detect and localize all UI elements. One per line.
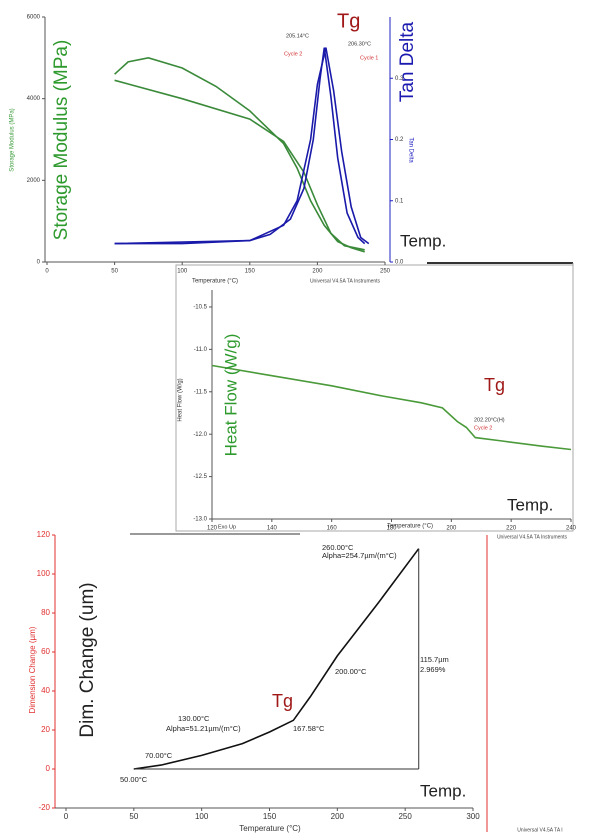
x-tick-label: 50	[129, 812, 138, 821]
x-tick-label: 0	[64, 812, 69, 821]
series-line	[114, 47, 366, 245]
y-tick-label: 20	[41, 725, 50, 734]
x-tick-label: 100	[195, 812, 209, 821]
y-tick-label: 2000	[27, 178, 41, 184]
annotation: 200.00°C	[335, 667, 367, 676]
x-tick-label: 160	[327, 526, 338, 532]
x-tick-label: 250	[380, 269, 391, 275]
x-tick-label: 50	[111, 269, 118, 275]
y-tick-label: -12.5	[193, 474, 207, 480]
callout: Temp.	[400, 231, 446, 250]
annotation: 50.00°C	[120, 775, 148, 784]
y-tick-label: 80	[41, 608, 50, 617]
annotation: 260.00°C	[322, 543, 354, 552]
y-tick-label: 0	[37, 260, 41, 266]
y-tick-label: -10.5	[193, 305, 207, 311]
x-tick-label: 200	[446, 526, 457, 532]
y-tick-label: 40	[41, 686, 50, 695]
panel-frame	[175, 264, 574, 532]
annotation: Alpha=254.7µm/(m°C)	[322, 551, 397, 560]
annotation: 206.30°C	[348, 41, 371, 47]
callout: Tg	[484, 375, 505, 395]
annotation: 130.00°C	[178, 714, 210, 723]
y-axis-label: Heat Flow (W/g)	[178, 378, 184, 421]
y-tick-label: 0	[46, 764, 51, 773]
series-line	[211, 364, 572, 451]
annotation: 115.7µm	[420, 655, 449, 664]
y-axis-label: Storage Modulus (MPa)	[10, 108, 16, 171]
annotation: Cycle 2	[474, 425, 492, 431]
x-tick-label: 200	[331, 812, 345, 821]
x-tick-label: 220	[506, 526, 517, 532]
y2-tick-label: 0.1	[395, 198, 404, 204]
x-tick-label: 150	[263, 812, 277, 821]
y-tick-label: 4000	[27, 96, 41, 102]
y-tick-label: 60	[41, 647, 50, 656]
x-tick-label: 120	[207, 526, 218, 532]
y-tick-label: 100	[37, 569, 51, 578]
annotation: 2.969%	[420, 665, 446, 674]
x-tick-label: 0	[45, 269, 49, 275]
y-tick-label: 120	[37, 530, 51, 539]
series-line	[114, 56, 365, 253]
x-axis-label: Temperature (°C)	[387, 524, 433, 530]
x-tick-label: 140	[267, 526, 278, 532]
y-tick-label: 6000	[27, 15, 41, 21]
callout: Tg	[272, 691, 293, 711]
annotation: Cycle 2	[284, 51, 302, 57]
x-tick-label: 300	[466, 812, 480, 821]
y-tick-label: -12.0	[193, 432, 207, 438]
x-tick-label: 150	[245, 269, 256, 275]
x-tick-label: 200	[312, 269, 323, 275]
callout: Temp.	[420, 781, 466, 800]
x-axis-label: Temperature (°C)	[239, 824, 301, 833]
annotation: Exo Up	[218, 524, 236, 530]
x-tick-label: 250	[398, 812, 412, 821]
callout: Tan Delta	[397, 21, 418, 102]
y2-tick-label: 0.2	[395, 137, 404, 143]
x-axis-label: Temperature (°C)	[192, 279, 238, 285]
x-tick-label: 240	[566, 526, 577, 532]
y-tick-label: -13.0	[193, 517, 207, 523]
y2-tick-label: 0.0	[395, 260, 404, 266]
y2-tick-label: 0.3	[395, 76, 404, 82]
annotation: Cycle 1	[360, 55, 378, 61]
annotation: 205.14°C	[286, 33, 309, 39]
annotation: 167.58°C	[293, 724, 325, 733]
callout: Temp.	[507, 495, 553, 514]
annotation: Alpha=51.21µm/(m°C)	[166, 724, 241, 733]
annotation: 202.20°C(H)	[474, 417, 505, 423]
y-tick-label: -11.0	[194, 347, 208, 353]
x-tick-label: 180	[386, 526, 397, 532]
footer: Universal V4.5A TA Instruments	[497, 534, 568, 540]
y-tick-label: -20	[38, 803, 50, 812]
y2-axis-label: Tan Delta	[407, 137, 413, 163]
footer: Universal V4.5A TA I	[517, 827, 562, 833]
y-axis-label: Dimension Change (µm)	[28, 626, 37, 713]
annotation: 70.00°C	[145, 751, 173, 760]
footer: Universal V4.5A TA Instruments	[310, 278, 381, 284]
y-tick-label: -11.5	[194, 389, 208, 395]
callout: Tg	[337, 10, 360, 32]
callout: Storage Modulus (MPa)	[51, 40, 72, 241]
series-line	[133, 548, 420, 770]
x-tick-label: 100	[177, 269, 188, 275]
callout: Heat Flow (W/g)	[221, 334, 240, 457]
callout: Dim. Change (um)	[77, 582, 98, 737]
